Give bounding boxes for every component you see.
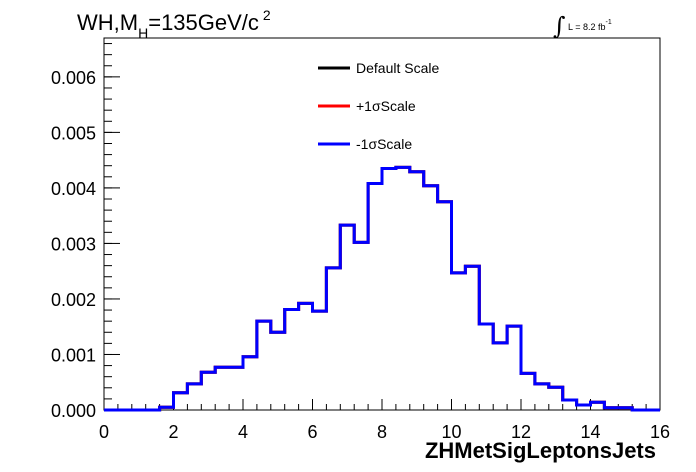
chart-title: WH,MH=135GeV/c 2 [77, 7, 271, 41]
x-tick-label: 8 [377, 422, 387, 442]
series-lines [104, 165, 660, 412]
series-line [104, 165, 660, 412]
lumi-superscript: -1 [605, 19, 612, 26]
legend: Default Scale +1σScale -1σScale [318, 60, 439, 152]
y-tick-label: 0.006 [51, 68, 96, 88]
x-tick-label: 0 [99, 422, 109, 442]
integral-icon: ∫ [553, 12, 566, 40]
tick-labels: 0 2 4 6 8 10 12 14 16 0.000 0.001 0.002 0.003 0.004 0.… [51, 68, 670, 442]
lumi-text: L = 8.2 fb [568, 22, 606, 32]
title-prefix: WH,M [77, 10, 139, 35]
title-mid: =135GeV/c [148, 10, 259, 35]
x-tick-label: 6 [307, 422, 317, 442]
series-line [104, 165, 660, 412]
plot-frame [103, 37, 661, 411]
y-tick-label: 0.005 [51, 123, 96, 143]
x-axis-label: ZHMetSigLeptonsJets [424, 438, 656, 463]
title-superscript: 2 [262, 7, 271, 23]
legend-label: Default Scale [356, 60, 439, 76]
x-tick-label: 4 [238, 422, 248, 442]
x-tick-label: 2 [168, 422, 178, 442]
x-tick-label: 14 [580, 422, 600, 442]
y-tick-label: 0.001 [51, 345, 96, 365]
x-tick-label: 10 [441, 422, 461, 442]
legend-label: +1σScale [356, 98, 416, 114]
series-line [104, 165, 660, 412]
title-subscript: H [138, 25, 149, 41]
legend-label: -1σScale [356, 136, 412, 152]
y-tick-label: 0.002 [51, 290, 96, 310]
x-tick-label: 16 [650, 422, 670, 442]
y-tick-label: 0.003 [51, 234, 96, 254]
y-tick-label: 0.000 [51, 401, 96, 421]
x-tick-label: 12 [511, 422, 531, 442]
luminosity-label: ∫ L = 8.2 fb-1 [553, 8, 612, 40]
y-tick-label: 0.004 [51, 179, 96, 199]
